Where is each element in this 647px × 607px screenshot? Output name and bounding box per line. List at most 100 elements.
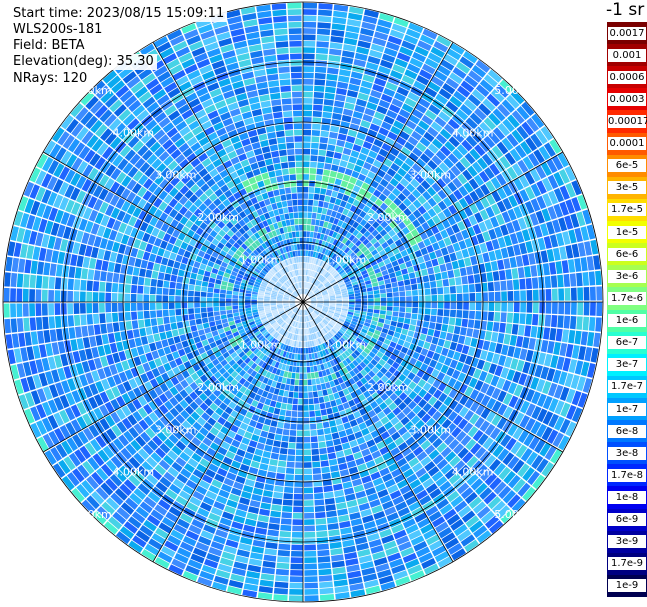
ray-gate [513, 177, 524, 191]
ray-gate [431, 155, 443, 166]
ray-gate [422, 211, 432, 221]
ray-gate [317, 315, 323, 321]
ray-gate [280, 383, 286, 390]
ray-gate [105, 313, 112, 323]
ray-gate [206, 432, 216, 442]
ray-gate [82, 337, 91, 349]
ray-gate [307, 315, 311, 321]
ray-gate [388, 229, 396, 238]
ray-gate [256, 521, 268, 529]
ray-gate [18, 258, 26, 273]
ray-gate [418, 552, 434, 564]
ray-gate [315, 416, 323, 423]
ray-gate [201, 312, 208, 319]
ray-gate [431, 471, 444, 482]
ray-gate [194, 147, 205, 157]
ray-gate [103, 344, 112, 355]
ray-gate [268, 523, 280, 531]
ray-gate [331, 386, 338, 394]
ray-gate [476, 157, 488, 170]
ray-gate [363, 230, 371, 238]
ray-gate [274, 347, 280, 354]
ray-gate [248, 245, 255, 252]
ray-gate [259, 261, 266, 267]
ray-gate [317, 302, 323, 304]
ray-gate [296, 430, 303, 437]
ray-gate [226, 204, 235, 212]
ray-gate [423, 164, 434, 175]
ray-gate [487, 496, 502, 510]
ray-gate [445, 226, 455, 237]
ray-gate [104, 113, 117, 127]
ray-gate [69, 364, 79, 377]
ray-gate [303, 398, 309, 405]
ray-gate [306, 334, 310, 341]
ray-gate [397, 426, 408, 436]
ray-gate [487, 311, 495, 322]
ray-gate [359, 331, 367, 338]
ray-gate [437, 256, 445, 265]
ray-gate [329, 216, 335, 224]
ray-gate [62, 327, 70, 340]
ray-gate [252, 386, 260, 394]
ray-gate [277, 307, 284, 311]
ray-gate [391, 23, 407, 34]
ray-gate [321, 124, 331, 131]
ray-gate [48, 289, 55, 302]
ray-gate [537, 393, 547, 407]
ray-gate [497, 333, 505, 344]
ray-gate [375, 25, 391, 35]
ray-gate [129, 153, 141, 166]
ray-gate [181, 296, 188, 302]
ray-gate [355, 304, 361, 308]
ray-gate [348, 296, 355, 300]
ray-gate [436, 371, 446, 382]
ray-gate [261, 369, 268, 377]
ray-gate [464, 152, 476, 165]
ray-gate [29, 274, 37, 288]
ray-gate [53, 397, 64, 411]
ray-gate [323, 376, 329, 383]
ray-gate [157, 230, 166, 240]
ray-gate [362, 273, 369, 279]
ray-gate [126, 329, 134, 340]
ray-gate [166, 353, 174, 362]
ray-gate [282, 284, 288, 289]
ray-gate [341, 442, 351, 450]
ray-gate [326, 73, 338, 81]
ray-gate [78, 218, 88, 231]
ray-gate [97, 368, 106, 380]
ray-gate [24, 259, 32, 274]
ray-gate [177, 547, 192, 558]
ray-gate [332, 336, 338, 342]
ray-gate [177, 232, 186, 241]
ray-gate [427, 159, 438, 170]
ray-gate [185, 376, 194, 385]
ray-gate [260, 502, 271, 510]
ray-gate [427, 208, 437, 218]
ray-gate [353, 410, 362, 419]
ray-gate [127, 516, 142, 529]
ray-gate [319, 260, 324, 267]
ray-gate [219, 462, 231, 471]
ray-gate [314, 265, 319, 272]
ray-gate [383, 47, 398, 57]
ray-gate [91, 80, 106, 95]
ray-gate [131, 182, 142, 194]
ray-gate [448, 204, 458, 215]
ray-gate [345, 372, 352, 380]
ray-gate [132, 104, 146, 117]
ray-gate [335, 307, 342, 310]
ray-gate [330, 35, 344, 44]
ray-gate [128, 99, 142, 113]
ray-gate [403, 354, 412, 363]
ray-gate [92, 453, 105, 467]
ray-gate [294, 385, 299, 392]
ray-gate [153, 333, 161, 342]
ray-gate [478, 170, 490, 183]
ray-gate [235, 555, 249, 564]
ray-gate [239, 422, 249, 431]
ray-gate [519, 242, 528, 255]
ray-gate [105, 292, 112, 302]
ray-gate [384, 224, 393, 233]
